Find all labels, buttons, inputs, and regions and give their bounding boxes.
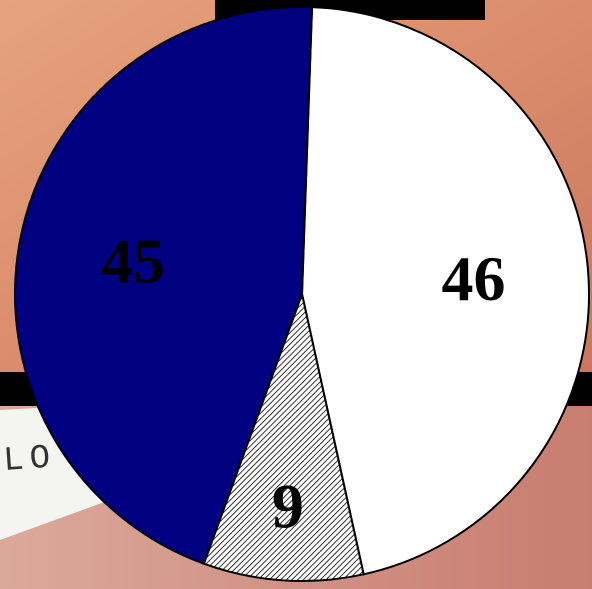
- pie-slice-label-46: 46: [441, 243, 505, 314]
- pie-chart: [14, 6, 590, 582]
- pie-slice-45: [14, 6, 314, 565]
- pie-slice-9: [202, 290, 365, 582]
- pie-slice-label-9: 9: [272, 470, 304, 541]
- pie-labels: 46 9 45: [101, 226, 506, 542]
- pie-slice-46: [300, 6, 590, 576]
- pie-slice-label-45: 45: [101, 226, 165, 297]
- paper-strip-text: LO: [2, 439, 57, 481]
